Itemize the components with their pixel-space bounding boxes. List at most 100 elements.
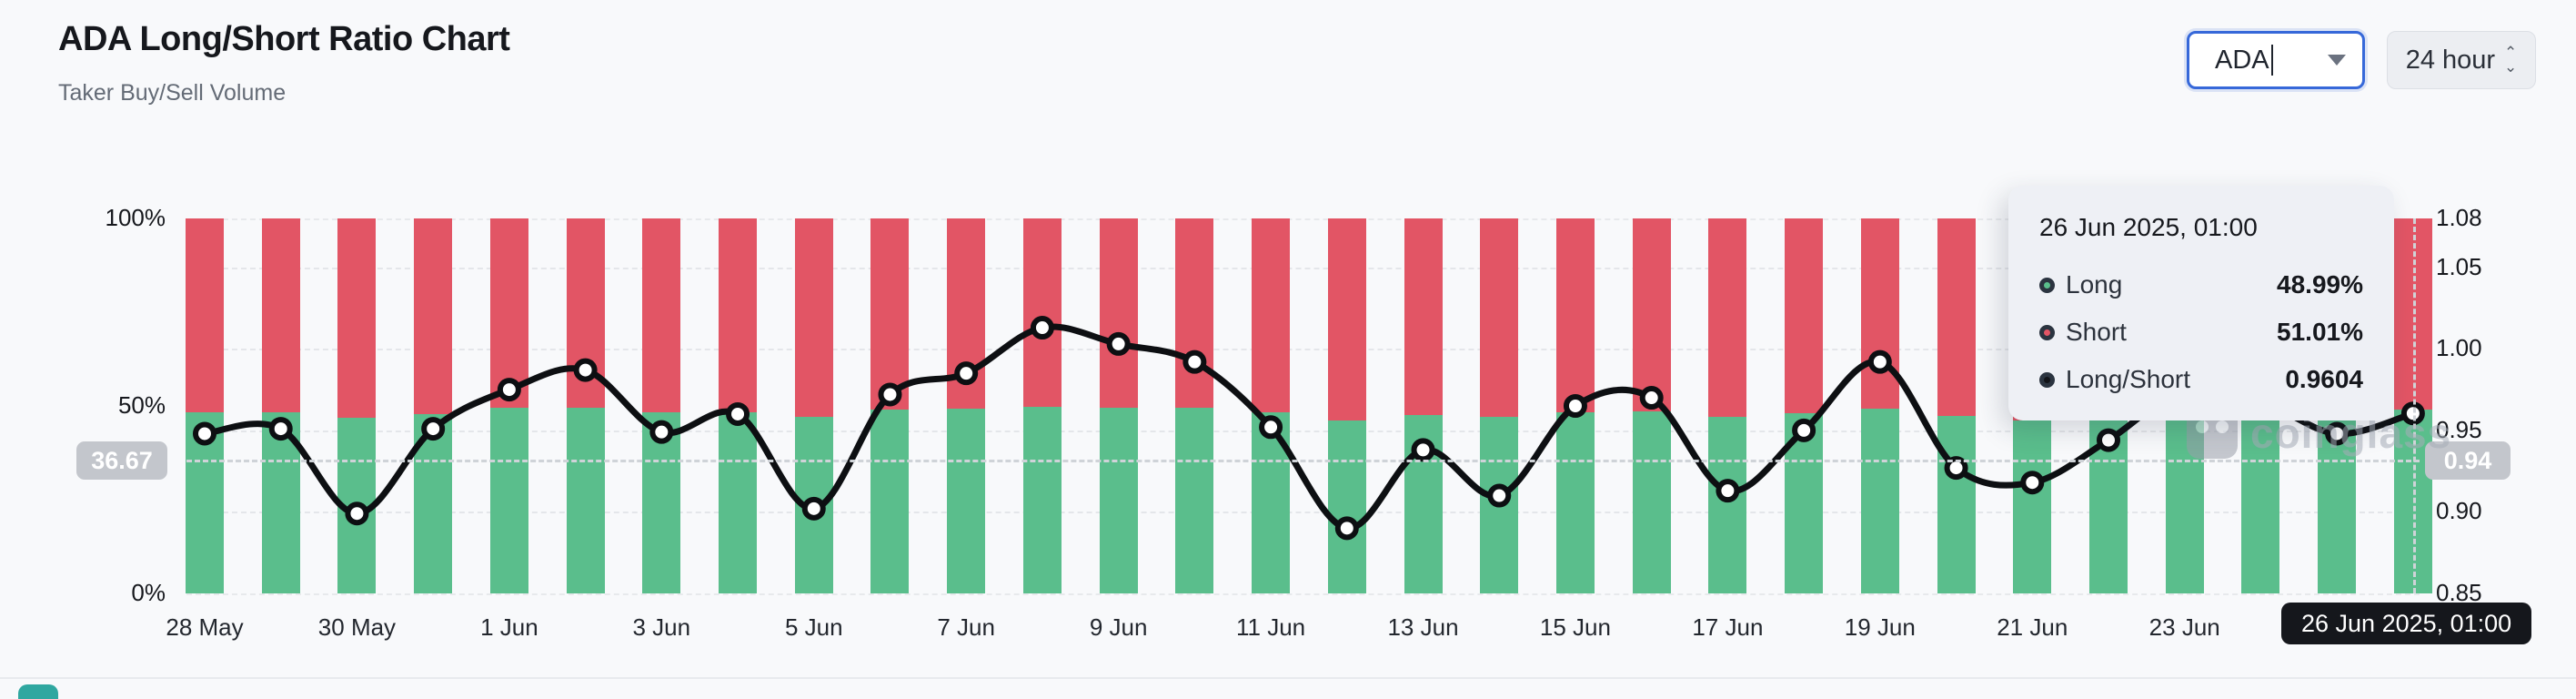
line-marker-20-Jun[interactable] xyxy=(1944,456,1968,481)
bar-8-Jun[interactable] xyxy=(1022,218,1062,593)
x-axis-tick: 23 Jun xyxy=(2148,613,2220,641)
line-marker-12-Jun[interactable] xyxy=(1334,516,1359,541)
long-segment xyxy=(1632,411,1671,593)
bar-11-Jun[interactable] xyxy=(1252,218,1291,593)
gridline xyxy=(186,430,2420,432)
short-segment xyxy=(1252,218,1291,412)
short-segment xyxy=(1708,218,1747,417)
tooltip-row-long: Long 48.99% xyxy=(2039,266,2363,304)
left-axis-tick: 100% xyxy=(105,204,166,231)
bar-16-Jun[interactable] xyxy=(1632,218,1671,593)
stepper-arrows-icon: ⌃ ⌄ xyxy=(2504,44,2518,76)
x-axis-tick: 15 Jun xyxy=(1539,613,1611,641)
long-segment xyxy=(2241,419,2280,593)
bar-19-Jun[interactable] xyxy=(1860,218,1899,593)
x-axis-tick: 7 Jun xyxy=(937,613,995,641)
line-marker-25-Jun[interactable] xyxy=(2325,421,2350,446)
gridline xyxy=(186,512,2420,514)
short-segment xyxy=(186,218,224,412)
line-marker-10-Jun[interactable] xyxy=(1182,350,1207,374)
x-axis-tick: 3 Jun xyxy=(632,613,691,641)
long-segment xyxy=(1860,409,1899,593)
tooltip-rows: Long 48.99% Short 51.01% Long/Short 0.96… xyxy=(2039,266,2363,399)
line-marker-4-Jun[interactable] xyxy=(726,401,750,426)
line-marker-5-Jun[interactable] xyxy=(801,496,826,521)
page-title: ADA Long/Short Ratio Chart xyxy=(58,20,510,58)
left-axis-tick: 0% xyxy=(131,579,166,606)
line-marker-18-Jun[interactable] xyxy=(1792,418,1816,442)
short-segment xyxy=(1480,218,1519,417)
short-segment xyxy=(1937,218,1976,416)
line-marker-3-Jun[interactable] xyxy=(649,420,674,444)
long-segment xyxy=(1327,420,1366,593)
long-segment xyxy=(489,408,528,593)
short-segment xyxy=(261,218,300,412)
page-subtitle: Taker Buy/Sell Volume xyxy=(58,80,287,106)
long-segment xyxy=(1175,408,1214,593)
line-marker-15-Jun[interactable] xyxy=(1563,394,1587,418)
bar-9-Jun[interactable] xyxy=(1099,218,1138,593)
line-marker-7-Jun[interactable] xyxy=(954,361,979,386)
bar-4-Jun[interactable] xyxy=(719,218,758,593)
line-marker-11-Jun[interactable] xyxy=(1259,415,1283,440)
short-segment xyxy=(719,218,758,412)
x-axis-tick: 19 Jun xyxy=(1844,613,1916,641)
crosshair-vertical-line xyxy=(2412,218,2416,593)
tooltip-row-value: 51.01% xyxy=(2277,318,2363,346)
line-marker-21-Jun[interactable] xyxy=(2020,471,2045,495)
short-dot-icon xyxy=(2039,324,2055,340)
bar-6-Jun[interactable] xyxy=(870,218,910,593)
line-marker-30-May[interactable] xyxy=(345,501,369,526)
line-marker-22-Jun[interactable] xyxy=(2097,428,2120,452)
gridline xyxy=(186,267,2420,269)
bar-10-Jun[interactable] xyxy=(1175,218,1214,593)
long-segment xyxy=(566,408,605,593)
long-segment xyxy=(1555,412,1595,593)
longshort-line xyxy=(193,316,2425,541)
x-axis-tick: 13 Jun xyxy=(1387,613,1459,641)
line-marker-1-Jun[interactable] xyxy=(497,378,521,402)
line-marker-14-Jun[interactable] xyxy=(1487,483,1512,508)
line-marker-6-Jun[interactable] xyxy=(878,382,902,407)
short-segment xyxy=(794,218,833,417)
interval-select-value: 24 hour xyxy=(2405,45,2496,75)
line-marker-16-Jun[interactable] xyxy=(1639,386,1664,410)
line-marker-8-Jun[interactable] xyxy=(1030,316,1054,340)
short-segment xyxy=(414,218,453,414)
line-marker-31-May[interactable] xyxy=(421,417,446,441)
bar-17-Jun[interactable] xyxy=(1708,218,1747,593)
tooltip-title: 26 Jun 2025, 01:00 xyxy=(2039,213,2258,241)
long-segment xyxy=(1708,417,1747,593)
short-segment xyxy=(1175,218,1214,408)
short-segment xyxy=(1022,218,1062,407)
bottom-divider xyxy=(0,677,2576,679)
line-marker-17-Jun[interactable] xyxy=(1716,479,1740,503)
caret-down-icon xyxy=(2328,55,2346,66)
short-segment xyxy=(489,218,528,408)
x-axis-tick: 28 May xyxy=(166,613,244,641)
symbol-select[interactable]: ADA xyxy=(2187,31,2365,89)
bar-18-Jun[interactable] xyxy=(1785,218,1824,593)
line-marker-19-Jun[interactable] xyxy=(1867,350,1892,374)
line-marker-2-Jun[interactable] xyxy=(573,358,598,382)
line-marker-9-Jun[interactable] xyxy=(1106,331,1131,356)
short-segment xyxy=(642,218,681,412)
chart-tooltip: 26 Jun 2025, 01:00 Long 48.99% Short 51.… xyxy=(2008,186,2394,420)
bar-15-Jun[interactable] xyxy=(1555,218,1595,593)
short-segment xyxy=(1860,218,1899,409)
longshort-dot-icon xyxy=(2039,371,2055,388)
bar-1-Jun[interactable] xyxy=(489,218,528,593)
chat-widget-fragment[interactable] xyxy=(18,684,58,699)
line-marker-28-May[interactable] xyxy=(193,421,216,446)
interval-select[interactable]: 24 hour ⌃ ⌄ xyxy=(2387,31,2536,89)
x-axis-tick: 9 Jun xyxy=(1089,613,1148,641)
long-segment xyxy=(719,412,758,593)
bar-20-Jun[interactable] xyxy=(1937,218,1976,593)
long-segment xyxy=(1937,416,1976,593)
bar-12-Jun[interactable] xyxy=(1327,218,1366,593)
crosshair-horizontal-line xyxy=(186,460,2420,462)
line-marker-13-Jun[interactable] xyxy=(1411,438,1435,462)
right-axis-tick: 0.85 xyxy=(2436,579,2482,606)
line-marker-29-May[interactable] xyxy=(268,417,293,441)
long-segment xyxy=(870,410,910,593)
